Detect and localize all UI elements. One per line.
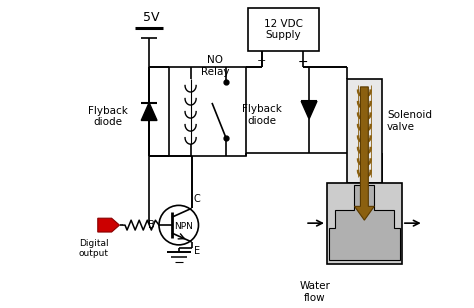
Text: NPN: NPN (174, 222, 193, 231)
Text: B: B (148, 220, 155, 230)
Text: 12 VDC
Supply: 12 VDC Supply (264, 19, 303, 40)
Bar (248, 8, 319, 51)
Polygon shape (98, 218, 119, 232)
Polygon shape (141, 103, 157, 120)
Bar (346, 79, 382, 183)
Bar (327, 183, 402, 264)
Text: Solenoid
valve: Solenoid valve (387, 110, 432, 132)
Text: Water
flow: Water flow (300, 282, 330, 303)
Text: Flyback
diode: Flyback diode (88, 106, 128, 127)
Text: −: − (298, 56, 309, 69)
Bar (169, 67, 246, 156)
Text: C: C (193, 194, 201, 205)
Text: Digital
output: Digital output (79, 239, 109, 258)
Text: Flyback
diode: Flyback diode (242, 104, 282, 126)
Text: NO
Relay: NO Relay (201, 55, 229, 77)
Text: 5V: 5V (143, 11, 159, 24)
Text: E: E (193, 246, 200, 256)
Polygon shape (355, 87, 374, 220)
Text: +: + (257, 56, 266, 66)
Polygon shape (329, 184, 400, 260)
Polygon shape (301, 101, 317, 119)
Circle shape (159, 205, 199, 245)
